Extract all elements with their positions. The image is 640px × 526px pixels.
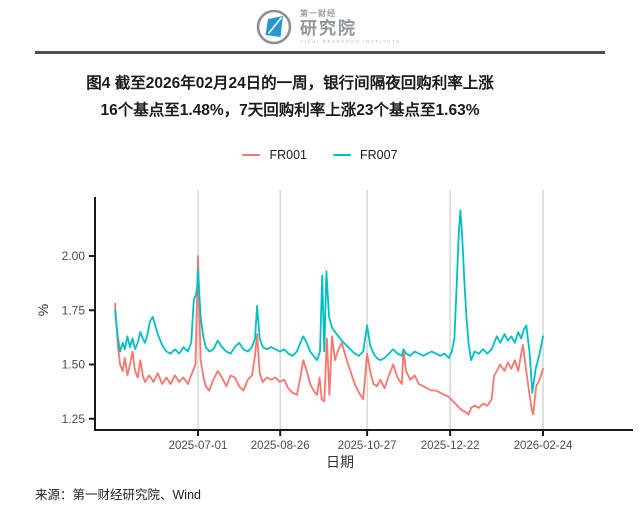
legend-item-fr007: FR007 [333, 148, 398, 162]
logo-mark-icon [256, 9, 292, 45]
line-chart: 2025-07-01 2025-08-26 2025-10-27 2025-12-22… [35, 190, 633, 470]
logo-brand-main: 研究院 [300, 18, 357, 38]
logo-text: 第一财经 研究院 YICAI RESEARCH INSTITUTE [300, 8, 401, 45]
source-note: 来源：第一财经研究院、Wind [35, 488, 201, 502]
legend-key-icon [333, 153, 351, 157]
logo-brand-small: 第一财经 [300, 8, 336, 18]
legend-label: FR007 [360, 148, 398, 162]
chart-title-line1: 图4 截至2026年02月24日的一周，银行间隔夜回购利率上涨 [86, 75, 494, 92]
y-tick-label: 1.75 [62, 303, 86, 317]
logo-brand-caption: YICAI RESEARCH INSTITUTE [300, 38, 401, 44]
x-tick-label: 2026-02-24 [514, 440, 573, 452]
y-tick-label: 2.00 [62, 249, 86, 263]
chart-area: 2025-07-01 2025-08-26 2025-10-27 2025-12-22… [0, 170, 640, 482]
legend-item-fr001: FR001 [242, 148, 307, 162]
chart-title: 图4 截至2026年02月24日的一周，银行间隔夜回购利率上涨 16个基点至1.… [0, 70, 580, 124]
series-line-fr001 [114, 255, 544, 416]
x-tick-label: 2025-08-26 [251, 440, 310, 452]
legend-key-icon [242, 153, 261, 157]
x-tick-label: 2025-10-27 [338, 440, 397, 452]
legend-label: FR001 [269, 148, 307, 162]
chart-legend: FR001 FR007 [0, 148, 640, 162]
y-tick-label: 1.25 [62, 412, 86, 426]
x-tick-label: 2025-12-22 [421, 440, 480, 452]
header-divider [35, 51, 605, 54]
y-tick-label: 1.50 [62, 358, 86, 372]
x-axis-title: 日期 [326, 454, 354, 470]
chart-title-line2: 16个基点至1.48%，7天回购利率上涨23个基点至1.63% [100, 102, 480, 119]
yicai-logo: 第一财经 研究院 YICAI RESEARCH INSTITUTE [255, 6, 401, 48]
y-axis-title: % [35, 304, 51, 316]
x-tick-label: 2025-07-01 [169, 440, 228, 452]
series-line-fr007 [114, 209, 544, 394]
